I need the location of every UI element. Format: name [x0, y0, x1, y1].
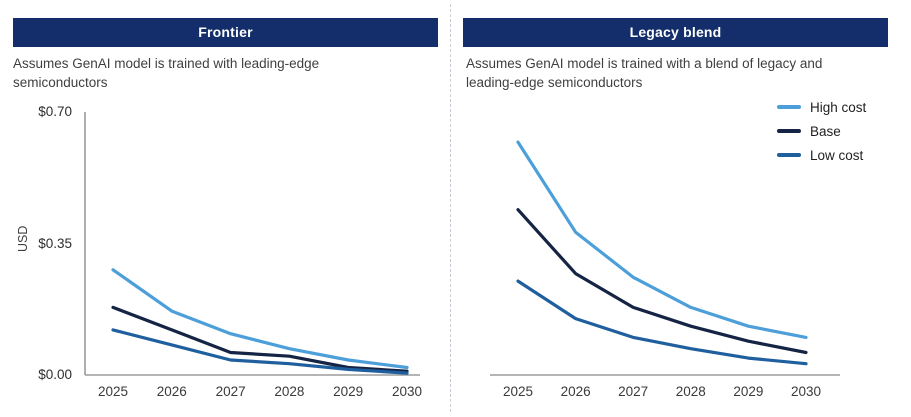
- x-tick-label: 2027: [215, 384, 246, 399]
- plot-area: [84, 112, 420, 376]
- legend-label: Base: [810, 123, 841, 139]
- legend-item-high-cost: High cost: [777, 95, 866, 119]
- y-tick-label: $0.00: [38, 367, 72, 382]
- frontier-subtitle: Assumes GenAI model is trained with lead…: [13, 56, 320, 90]
- low-cost-line-swatch: [777, 153, 801, 157]
- x-tick-label: 2030: [790, 384, 822, 399]
- x-tick-label: 2025: [97, 384, 129, 399]
- frontier-chart: $0.70 $0.35 $0.00 2025 2026 2027 2028 2029 2030: [13, 104, 443, 411]
- series-line-base: [516, 208, 808, 355]
- base-line-swatch: [777, 129, 801, 133]
- legacy-blend-subtitle: Assumes GenAI model is trained with a bl…: [466, 56, 823, 90]
- high-cost-line-swatch: [777, 105, 801, 109]
- y-tick-label: $0.70: [38, 104, 72, 119]
- series-line-low-cost: [111, 328, 409, 375]
- legacy-blend-chart: 2025 2026 2027 2028 2029 2030: [463, 106, 893, 411]
- plot-area: [490, 140, 840, 376]
- x-tick-label: 2028: [675, 384, 706, 399]
- x-tick-label: 2030: [391, 384, 423, 399]
- legend-label: Low cost: [810, 147, 864, 163]
- legend-item-low-cost: Low cost: [777, 143, 866, 167]
- legend-label: High cost: [810, 99, 867, 115]
- legacy-blend-header: Legacy blend: [463, 18, 888, 47]
- panel-divider: [450, 4, 451, 412]
- series-line-high-cost: [516, 140, 808, 339]
- x-tick-label: 2029: [733, 384, 764, 399]
- x-tick-label: 2026: [560, 384, 591, 399]
- frontier-header: Frontier: [13, 18, 438, 47]
- legend-item-base: Base: [777, 119, 866, 143]
- x-tick-label: 2029: [333, 384, 364, 399]
- x-tick-label: 2026: [156, 384, 187, 399]
- series-line-base: [111, 305, 409, 373]
- x-tick-label: 2027: [618, 384, 649, 399]
- series-line-low-cost: [516, 279, 808, 366]
- legend: High cost Base Low cost: [777, 95, 866, 167]
- y-tick-label: $0.35: [38, 235, 72, 251]
- x-tick-label: 2025: [502, 384, 534, 399]
- x-tick-label: 2028: [274, 384, 305, 399]
- series-line-high-cost: [111, 268, 409, 370]
